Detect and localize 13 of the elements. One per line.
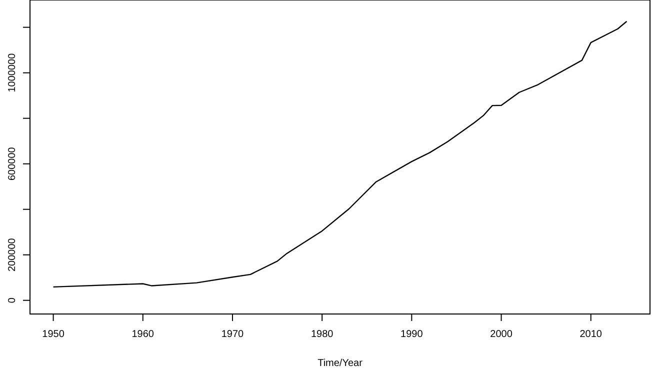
x-tick-label: 1970 xyxy=(221,329,244,340)
x-tick-label: 2000 xyxy=(490,329,513,340)
x-tick-label: 1990 xyxy=(400,329,424,340)
x-tick-label: 1980 xyxy=(310,329,334,340)
x-tick-label: 1950 xyxy=(42,329,65,340)
x-tick-label: 1960 xyxy=(132,329,154,340)
y-tick-label: 600000 xyxy=(7,146,18,181)
x-tick-label: 2010 xyxy=(580,329,602,340)
line-series xyxy=(52,20,628,288)
y-tick-label: 0 xyxy=(7,297,18,304)
y-tick-label: 200000 xyxy=(7,238,18,272)
y-tick-label: 1000000 xyxy=(7,52,18,92)
x-axis-title: Time/Year xyxy=(318,358,364,369)
